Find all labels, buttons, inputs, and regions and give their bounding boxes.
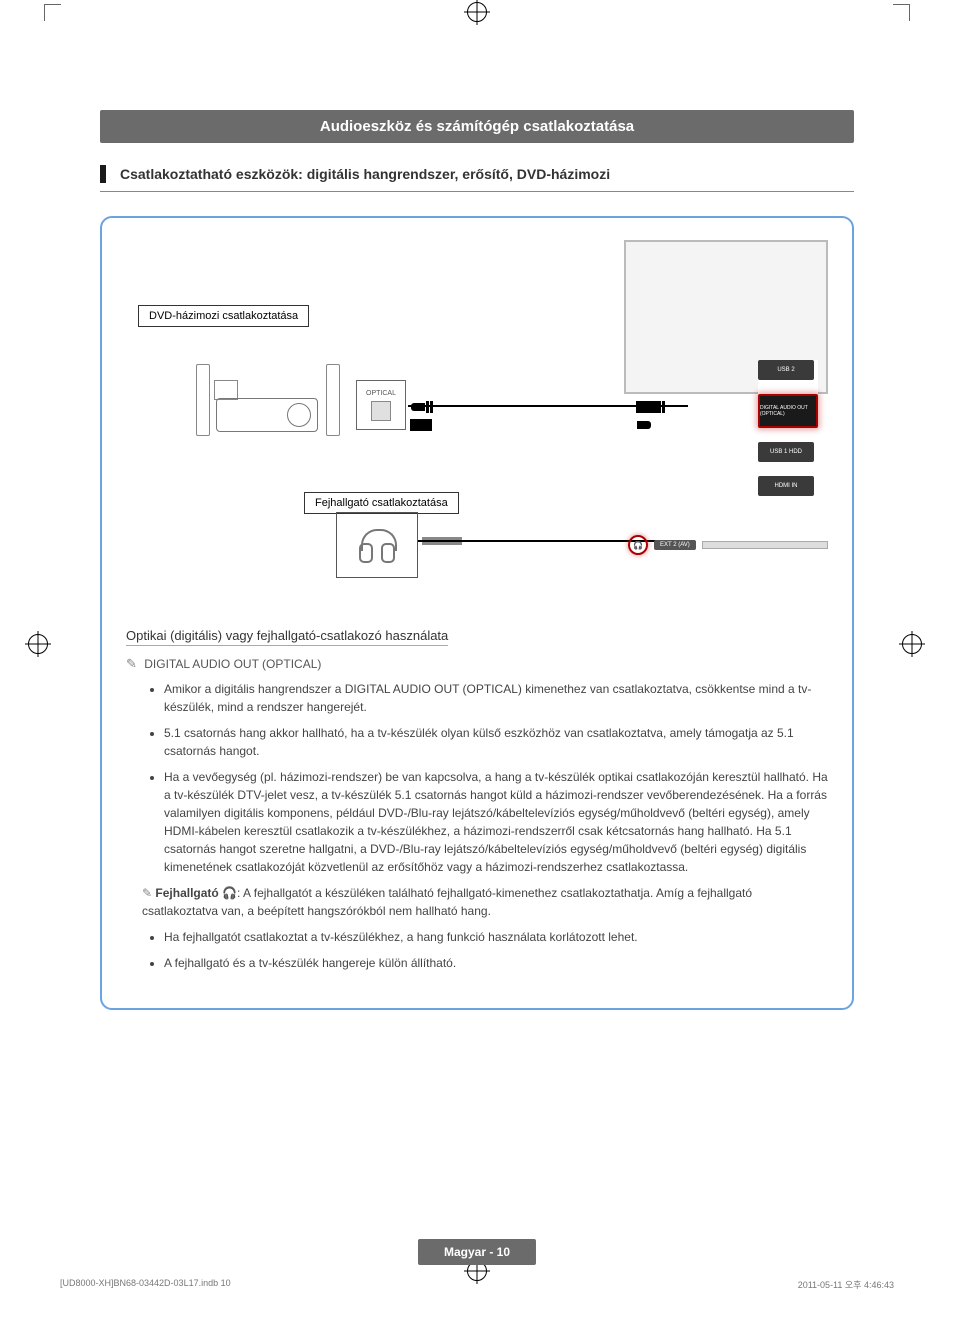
dvd-label: DVD-házimozi csatlakoztatása (138, 305, 309, 327)
digital-audio-title: DIGITAL AUDIO OUT (OPTICAL) (144, 657, 321, 671)
bullet-list-optical: Amikor a digitális hangrendszer a DIGITA… (126, 680, 828, 876)
bullet-item: Amikor a digitális hangrendszer a DIGITA… (164, 680, 828, 716)
bullet-list-headphone: Ha fejhallgatót csatlakoztat a tv-készül… (126, 928, 828, 972)
footer-right: 2011-05-11 오후 4:46:43 (798, 1278, 894, 1291)
footer-left: [UD8000-XH]BN68-03442D-03L17.indb 10 (60, 1278, 231, 1291)
digital-audio-heading: ✎ DIGITAL AUDIO OUT (OPTICAL) (126, 656, 828, 672)
sub-header-text: Csatlakoztatható eszközök: digitális han… (120, 166, 610, 182)
bullet-item: Ha fejhallgatót csatlakoztat a tv-készül… (164, 928, 828, 946)
section-title: Optikai (digitális) vagy fejhallgató-csa… (126, 628, 448, 646)
bullet-item: 5.1 csatornás hang akkor hallható, ha a … (164, 724, 828, 760)
headphone-jack-icon: 🎧 (628, 535, 648, 555)
optical-box: OPTICAL (356, 380, 406, 430)
optical-label: OPTICAL (366, 390, 396, 397)
tv-ext-row: 🎧 EXT 2 (AV) (628, 530, 828, 560)
note-icon: ✎ (142, 886, 152, 900)
connection-diagram: DVD-házimozi csatlakoztatása OPTICAL Fej… (126, 240, 828, 620)
tv-port-hdmi: HDMI IN (758, 476, 814, 496)
content-box: DVD-házimozi csatlakoztatása OPTICAL Fej… (100, 216, 854, 1010)
page-content: Audioeszköz és számítógép csatlakoztatás… (100, 110, 854, 1231)
header-bar: Audioeszköz és számítógép csatlakoztatás… (100, 110, 854, 143)
bullet-item: Ha a vevőegység (pl. házimozi-rendszer) … (164, 768, 828, 876)
sub-header: Csatlakoztatható eszközök: digitális han… (100, 165, 854, 192)
dvd-player-icon (138, 370, 368, 440)
tv-port-usb2: USB 2 (758, 360, 814, 380)
headphone-note: ✎ Fejhallgató 🎧: A fejhallgatót a készül… (126, 884, 828, 920)
optical-plug-right (636, 398, 678, 412)
tv-port-optical: DIGITAL AUDIO OUT (OPTICAL) (758, 394, 818, 428)
footer-badge: Magyar - 10 (418, 1239, 536, 1265)
headphone-symbol-icon: 🎧 (222, 886, 237, 900)
tv-port-usb1: USB 1 HDD (758, 442, 814, 462)
headphone-bold-label: Fejhallgató (155, 886, 218, 900)
sub-marker (100, 165, 106, 183)
bullet-item: A fejhallgató és a tv-készülék hangereje… (164, 954, 828, 972)
footer-line: [UD8000-XH]BN68-03442D-03L17.indb 10 201… (60, 1278, 894, 1291)
headphone-label: Fejhallgató csatlakoztatása (304, 492, 459, 514)
ext2-chip: EXT 2 (AV) (654, 540, 696, 550)
note-icon: ✎ (126, 656, 137, 671)
headphone-device-icon (336, 512, 418, 578)
